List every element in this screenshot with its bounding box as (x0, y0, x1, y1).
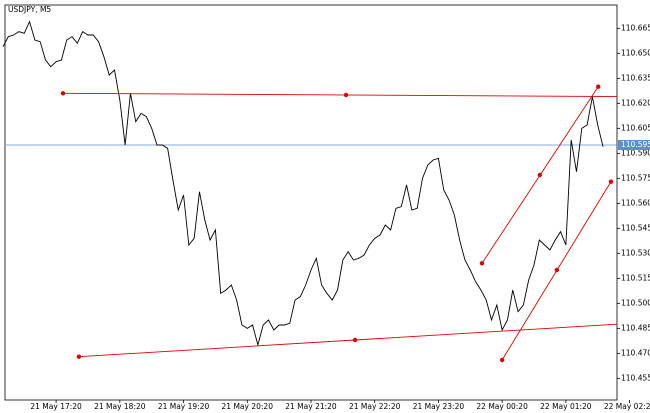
trendline-anchor (343, 92, 349, 98)
trendline-anchor (608, 179, 614, 184)
trendline-anchor (60, 91, 66, 96)
last-price-box (618, 140, 650, 150)
y-tick-label: 110.455 (621, 373, 650, 382)
x-tick-label: 22 May 02:20 (604, 402, 650, 411)
trendline-anchor (76, 354, 82, 359)
y-tick-label: 110.575 (621, 173, 650, 182)
x-tick-label: 21 May 17:20 (30, 402, 82, 411)
y-tick-label: 110.635 (621, 73, 650, 82)
x-tick-label: 21 May 21:20 (285, 402, 337, 411)
x-tick-label: 21 May 18:20 (94, 402, 146, 411)
y-tick-label: 110.485 (621, 323, 650, 332)
chart-title: USDJPY, M5 (8, 5, 51, 14)
y-tick-label: 110.470 (621, 348, 650, 357)
x-tick-label: 22 May 01:20 (540, 402, 592, 411)
y-tick-label: 110.620 (621, 98, 650, 107)
y-tick-label: 110.560 (621, 198, 650, 207)
plot-area (4, 4, 618, 401)
y-tick-label: 110.590 (621, 148, 650, 157)
y-tick-label: 110.530 (621, 248, 650, 257)
x-tick-label: 21 May 19:20 (158, 402, 210, 411)
y-tick-label: 110.500 (621, 298, 650, 307)
trendline-anchor (537, 172, 543, 178)
x-tick-label: 22 May 00:20 (476, 402, 528, 411)
last-price-label: 110.595 (621, 140, 650, 149)
price-line (2, 20, 604, 347)
y-tick-label: 110.650 (621, 48, 650, 57)
trendline-anchor (499, 357, 505, 363)
trendline-anchor (352, 337, 358, 343)
trendline-anchor (479, 261, 485, 266)
trendline-anchor (596, 84, 601, 89)
y-tick-label: 110.515 (621, 273, 650, 282)
trendline (78, 323, 618, 358)
x-tick-label: 21 May 22:20 (349, 402, 401, 411)
x-tick-label: 21 May 20:20 (222, 402, 274, 411)
x-tick-label: 21 May 23:20 (413, 402, 465, 411)
y-tick-label: 110.605 (621, 123, 650, 132)
y-tick-label: 110.545 (621, 223, 650, 232)
trendline (63, 92, 618, 98)
trendline-anchor (554, 267, 560, 273)
y-tick-label: 110.665 (621, 23, 650, 32)
